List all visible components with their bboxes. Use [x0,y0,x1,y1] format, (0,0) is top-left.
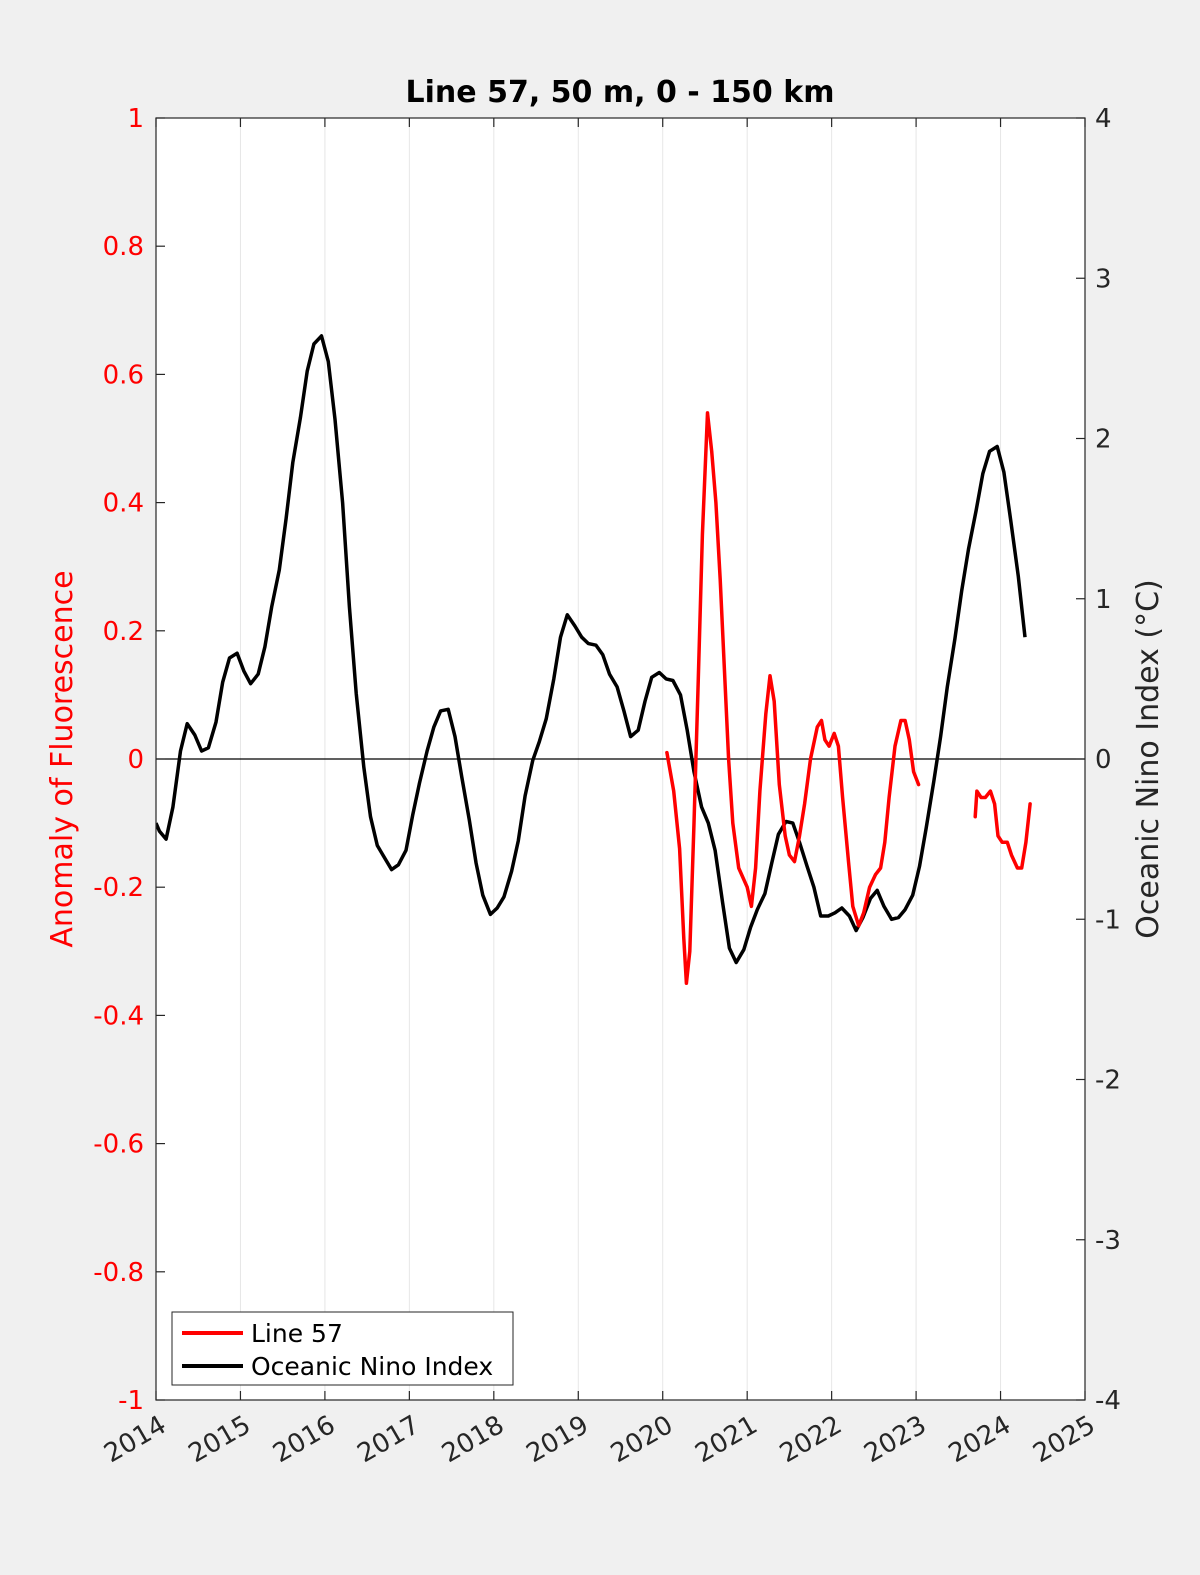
y-left-tick-label: -0.4 [93,1001,144,1031]
y-right-tick-label: -3 [1095,1226,1121,1256]
y-right-tick-label: -1 [1095,905,1121,935]
y-right-tick-label: 0 [1095,745,1112,775]
y-left-tick-label: 1 [127,104,144,134]
legend: Line 57 Oceanic Nino Index [171,1311,514,1386]
y-left-tick-label: 0.6 [103,360,144,390]
y-right-tick-label: 4 [1095,104,1112,134]
y-right-tick-label: -4 [1095,1386,1121,1416]
y-axis-left-label: Anomaly of Fluorescence [45,570,80,947]
series-line-line-57 [665,411,921,986]
y-right-tick-label: -2 [1095,1066,1121,1096]
y-left-tick-label: -0.2 [93,873,144,903]
legend-box [171,1311,514,1386]
series-line-oceanic-nino-index [156,334,1027,965]
y-left-tick-label: 0.4 [103,489,144,519]
y-left-tick-label: -0.6 [93,1130,144,1160]
y-left-tick-label: 0 [127,745,144,775]
series-layer [156,334,1032,986]
series-line-line-57 [973,789,1032,870]
y-right-tick-label: 1 [1095,585,1112,615]
y-left-tick-label: 0.8 [103,232,144,262]
y-left-tick-label: -0.8 [93,1258,144,1288]
y-axis-right-label: Oceanic Nino Index (°C) [1131,579,1166,939]
legend-label-line57: Line 57 [251,1319,343,1348]
y-right-tick-label: 2 [1095,425,1112,455]
chart-title: Line 57, 50 m, 0 - 150 km [406,75,835,110]
legend-label-oni: Oceanic Nino Index [251,1352,493,1381]
y-left-tick-label: 0.2 [103,617,144,647]
y-right-tick-label: 3 [1095,264,1112,294]
y-left-tick-label: -1 [118,1386,144,1416]
